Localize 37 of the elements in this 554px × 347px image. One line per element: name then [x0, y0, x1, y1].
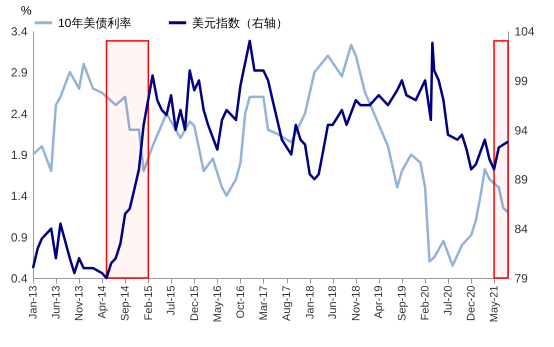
- x-tick-label: Feb-15: [142, 286, 155, 320]
- x-tick-label: Jul-20: [442, 286, 454, 316]
- legend-label: 美元指数（右轴）: [192, 16, 288, 30]
- x-tick-label: Mar-17: [258, 286, 270, 320]
- y-tick-label: 3.4: [10, 24, 28, 38]
- y-tick-label: 1.9: [10, 148, 28, 162]
- x-tick-label: Sep-19: [396, 286, 408, 321]
- y-tick-label: 2.4: [10, 106, 28, 121]
- y2-tick-label: 94: [514, 123, 528, 138]
- x-tick-label: Jan-13: [28, 286, 40, 320]
- x-tick-label: Aug-17: [281, 286, 294, 321]
- y2-tick-label: 84: [514, 222, 528, 236]
- y2-tick-label: 79: [514, 272, 528, 286]
- y-tick-label: 0.4: [10, 272, 28, 286]
- x-tick-label: Dec-20: [466, 286, 478, 321]
- x-tick-label: Jul-15: [166, 286, 178, 316]
- x-tick-label: May-21: [488, 286, 501, 322]
- x-tick-label: Jan-18: [304, 286, 316, 320]
- x-tick-label: Sep-14: [120, 286, 132, 321]
- y2-tick-label: 99: [514, 74, 528, 88]
- y-tick-label: 1.4: [10, 189, 28, 204]
- x-tick-label: Jun-13: [50, 286, 62, 320]
- x-tick-label: Nov-18: [350, 286, 362, 321]
- x-tick-label: Oct-16: [234, 286, 247, 319]
- y-tick-label: 0.9: [10, 230, 28, 244]
- legend-label: 10年美债利率: [58, 16, 132, 30]
- y2-tick-label: 104: [514, 24, 535, 38]
- x-tick-label: Dec-15: [188, 286, 201, 321]
- x-tick-label: Nov-13: [74, 286, 86, 321]
- x-tick-label: May-16: [212, 286, 224, 322]
- x-tick-label: Apr-14: [96, 286, 108, 319]
- y-axis-title: %: [20, 4, 32, 18]
- x-tick-label: Feb-20: [420, 286, 432, 320]
- y2-tick-label: 89: [514, 172, 528, 187]
- y-tick-label: 2.9: [10, 66, 28, 80]
- x-tick-label: Apr-19: [373, 286, 386, 319]
- x-tick-label: Jun-18: [327, 286, 340, 320]
